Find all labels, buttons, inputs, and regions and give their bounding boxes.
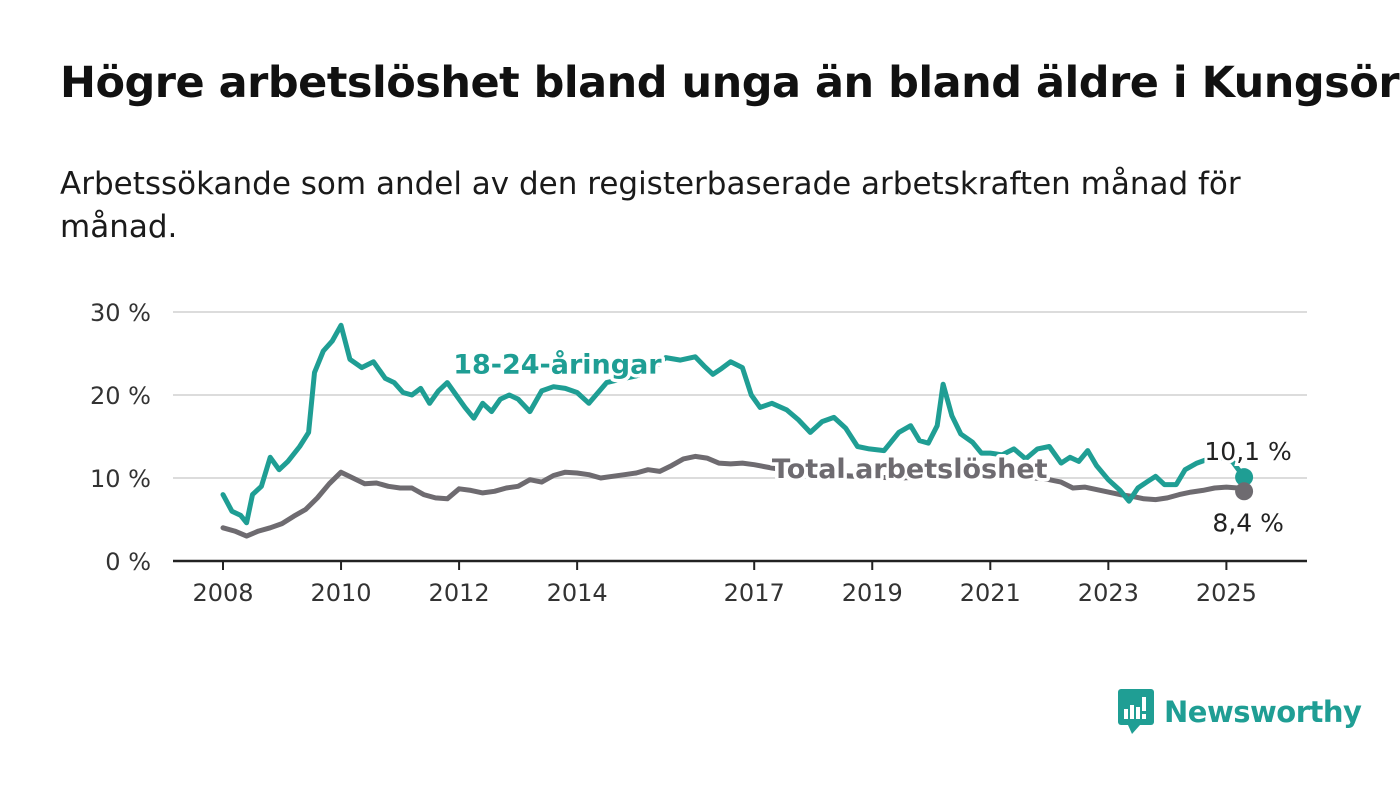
series-end-marker — [1235, 482, 1254, 501]
newsworthy-brand: Newsworthy — [1118, 688, 1362, 736]
x-tick-label: 2012 — [429, 579, 490, 607]
series-end-marker — [1235, 468, 1254, 487]
x-tick-label: 2021 — [960, 579, 1021, 607]
x-tick-label: 2019 — [842, 579, 903, 607]
series-name-label: Total arbetslöshet — [772, 454, 1048, 485]
chart-subtitle: Arbetssökande som andel av den registerb… — [60, 166, 1241, 245]
series-line — [220, 453, 1247, 539]
series-name-label: 18-24-åringar — [453, 348, 662, 380]
y-tick-label: 30 % — [90, 299, 151, 327]
y-tick-label: 0 % — [105, 548, 151, 576]
x-tick-label: 2014 — [547, 579, 608, 607]
axes: 0 % 10 % 20 % 30 % 2008 2010 2012 2014 2017 2019 2… — [90, 299, 1307, 607]
grid-lines — [173, 311, 1307, 479]
x-tick-label: 2025 — [1196, 579, 1257, 607]
y-tick-label: 20 % — [90, 382, 151, 410]
y-tick-label: 10 % — [90, 465, 151, 493]
x-tick-label: 2023 — [1078, 579, 1139, 607]
brand-name: Newsworthy — [1164, 695, 1362, 729]
series-lines — [220, 322, 1247, 539]
series-labels: 18-24-åringar Total arbetslöshet 10,1 % 8,4… — [450, 345, 1295, 540]
newsworthy-logo-icon — [1118, 689, 1154, 734]
series-end-value-label: 10,1 % — [1204, 437, 1291, 466]
x-tick-label: 2010 — [311, 579, 372, 607]
series-line — [220, 322, 1247, 526]
x-tick-label: 2008 — [192, 579, 253, 607]
series-end-value-label: 8,4 % — [1212, 508, 1283, 537]
x-tick-label: 2017 — [724, 579, 785, 607]
chart-title: Högre arbetslöshet bland unga än bland ä… — [60, 58, 1400, 108]
line-chart: 0 % 10 % 20 % 30 % 2008 2010 2012 2014 2017 2019 2… — [90, 299, 1307, 607]
